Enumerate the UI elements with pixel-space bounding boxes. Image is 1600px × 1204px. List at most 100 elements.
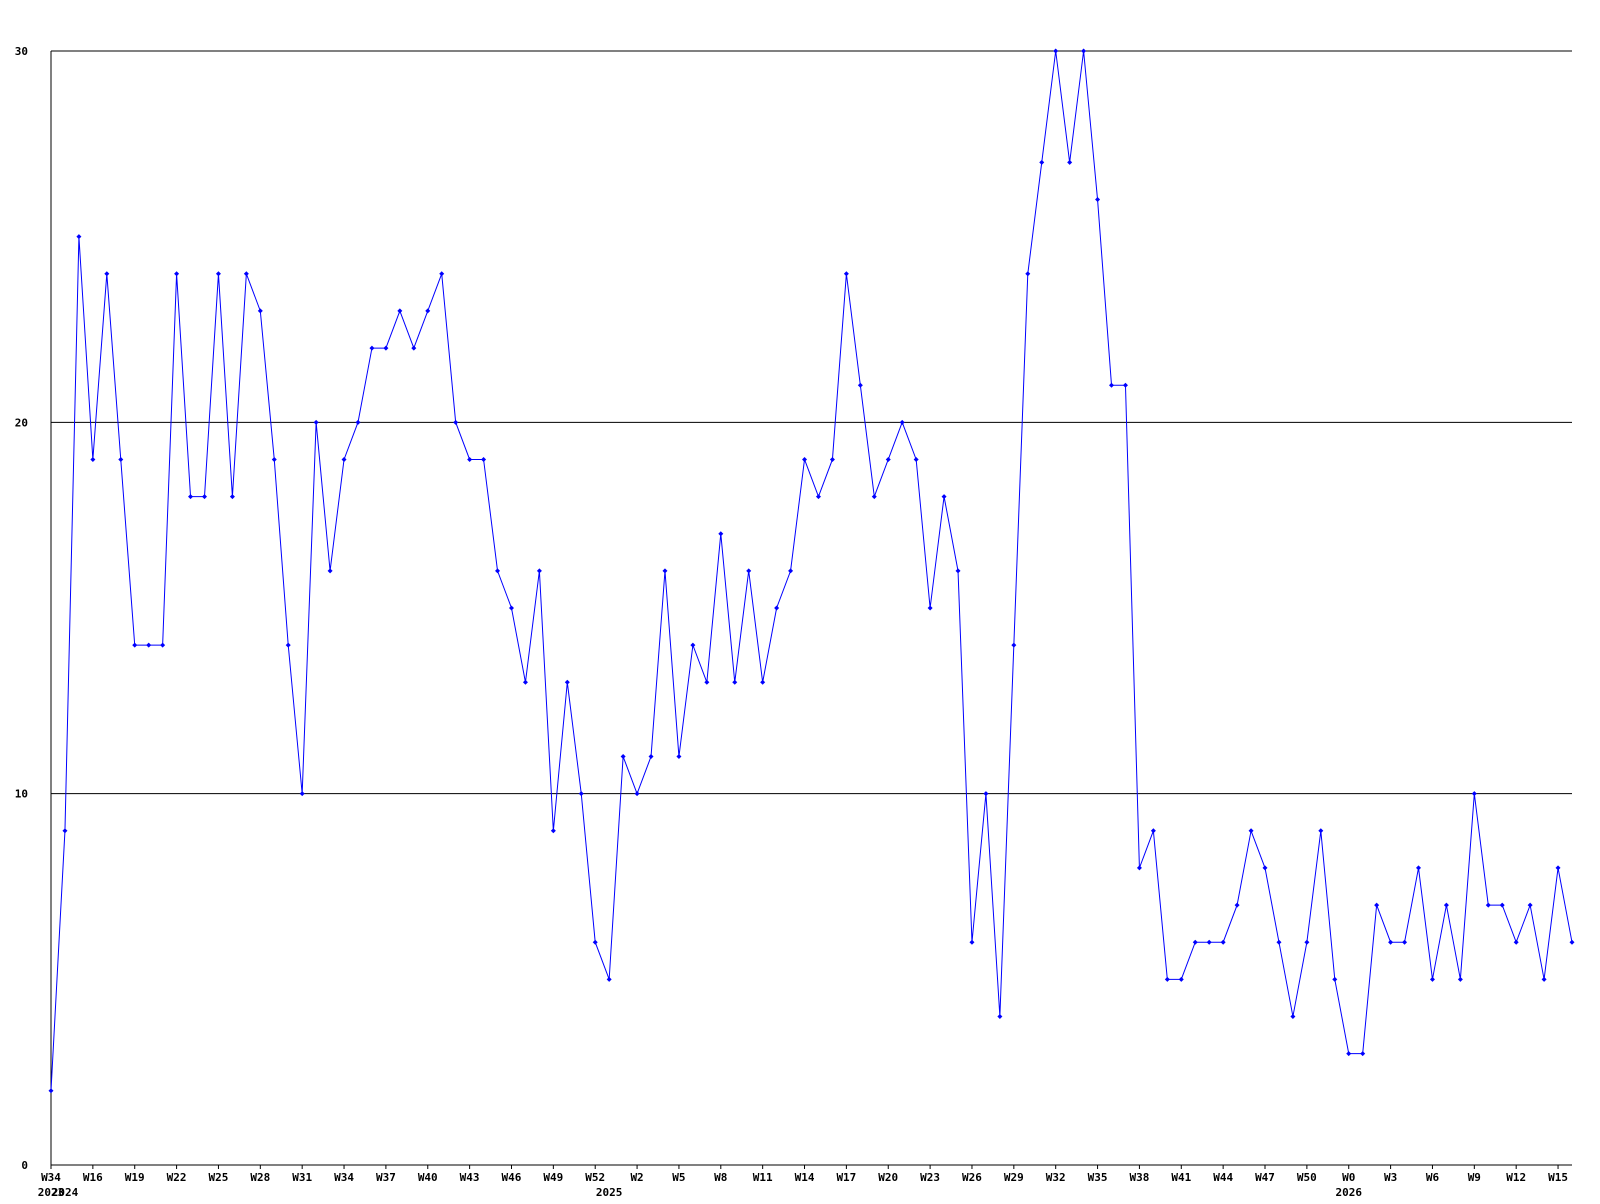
point: [843, 271, 849, 277]
point: [983, 791, 989, 797]
x-tick-label: W15: [1548, 1171, 1568, 1184]
x-tick-label: W19: [125, 1171, 145, 1184]
x-tick-label: W16: [83, 1171, 103, 1184]
point: [704, 679, 710, 685]
x-tick-label: W38: [1129, 1171, 1149, 1184]
y-tick-label: 10: [15, 788, 28, 801]
point: [271, 456, 277, 462]
point: [299, 791, 305, 797]
point: [578, 791, 584, 797]
point: [1290, 1013, 1296, 1019]
x-tick-label: W25: [209, 1171, 229, 1184]
point: [341, 456, 347, 462]
point: [815, 494, 821, 500]
x-tick-label: W37: [376, 1171, 396, 1184]
point: [1067, 159, 1073, 165]
point: [1318, 828, 1324, 834]
point: [495, 568, 501, 574]
point: [453, 419, 459, 425]
x-tick-label: W6: [1426, 1171, 1440, 1184]
point: [857, 382, 863, 388]
x-tick-label: W2: [630, 1171, 643, 1184]
x-tick-label: W5: [672, 1171, 685, 1184]
x-tick-label: W31: [292, 1171, 312, 1184]
point: [955, 568, 961, 574]
point: [536, 568, 542, 574]
point: [1346, 1051, 1352, 1057]
point: [1220, 939, 1226, 945]
x-tick-label: W52: [585, 1171, 605, 1184]
x-tick-label: W20: [878, 1171, 898, 1184]
point: [676, 754, 682, 760]
point: [1388, 939, 1394, 945]
point: [1192, 939, 1198, 945]
x-tick-label: W46: [502, 1171, 522, 1184]
x-year-label: 2023: [38, 1186, 65, 1199]
point: [871, 494, 877, 500]
x-tick-label: W9: [1468, 1171, 1481, 1184]
point: [1485, 902, 1491, 908]
x-tick-label: W40: [418, 1171, 438, 1184]
point: [1150, 828, 1156, 834]
x-tick-label: W28: [250, 1171, 270, 1184]
point: [411, 345, 417, 351]
line: [50, 50, 1573, 1091]
point: [1360, 1051, 1366, 1057]
point: [132, 642, 138, 648]
point: [257, 308, 263, 314]
point: [1527, 902, 1533, 908]
x-tick-label: W0: [1342, 1171, 1355, 1184]
x-tick-label: W47: [1255, 1171, 1275, 1184]
point: [1136, 865, 1142, 871]
point: [1429, 976, 1435, 982]
x-tick-label: W34: [41, 1171, 61, 1184]
point: [188, 494, 194, 500]
point: [634, 791, 640, 797]
point: [481, 456, 487, 462]
point: [913, 456, 919, 462]
point: [1109, 382, 1115, 388]
point: [802, 456, 808, 462]
point: [550, 828, 556, 834]
x-tick-label: W3: [1384, 1171, 1397, 1184]
point: [327, 568, 333, 574]
point: [174, 271, 180, 277]
point: [662, 568, 668, 574]
x-tick-label: W50: [1297, 1171, 1317, 1184]
point: [76, 234, 82, 240]
point: [397, 308, 403, 314]
point: [1206, 939, 1212, 945]
x-tick-label: W43: [460, 1171, 480, 1184]
point: [313, 419, 319, 425]
point: [1025, 271, 1031, 277]
point: [1416, 865, 1422, 871]
point: [146, 642, 152, 648]
point: [1332, 976, 1338, 982]
point: [885, 456, 891, 462]
point: [1248, 828, 1254, 834]
point: [941, 494, 947, 500]
point: [997, 1013, 1003, 1019]
point: [1178, 976, 1184, 982]
point: [1122, 382, 1128, 388]
point: [564, 679, 570, 685]
y-tick-label: 0: [21, 1159, 28, 1172]
point: [118, 456, 124, 462]
x-tick-label: W32: [1046, 1171, 1066, 1184]
point: [746, 568, 752, 574]
point: [969, 939, 975, 945]
point: [48, 1088, 54, 1094]
point: [1541, 976, 1547, 982]
x-tick-label: W34: [334, 1171, 354, 1184]
x-tick-label: W26: [962, 1171, 982, 1184]
x-tick-label: W35: [1088, 1171, 1108, 1184]
point: [1304, 939, 1310, 945]
point: [1402, 939, 1408, 945]
point: [439, 271, 445, 277]
point: [1081, 48, 1087, 54]
point: [606, 976, 612, 982]
point: [1457, 976, 1463, 982]
y-tick-label: 20: [15, 416, 28, 429]
